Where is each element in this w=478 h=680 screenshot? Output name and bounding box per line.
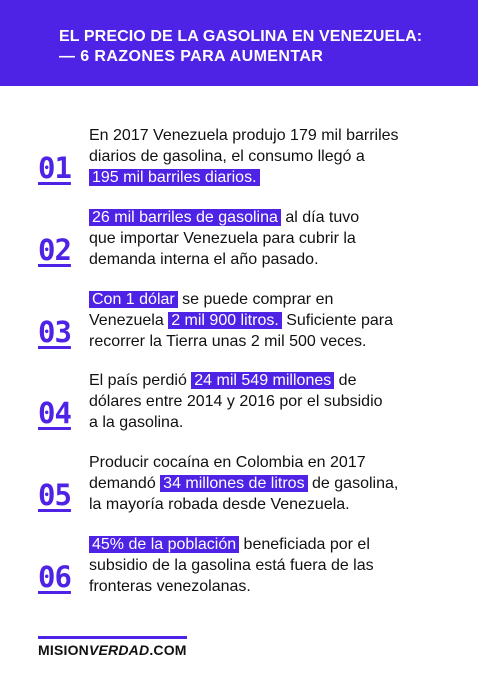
reason-text: En 2017 Venezuela produjo 179 mil barril… [89, 127, 399, 186]
brand-footer: MISIONVERDAD.COM [38, 636, 187, 658]
reason-number: 02 [38, 233, 72, 267]
highlight: 195 mil barriles diarios. [89, 169, 260, 186]
reason-number: 06 [38, 560, 72, 594]
highlight: 26 mil barriles de gasolina [89, 209, 281, 226]
reason-text: Producir cocaína en Colombia en 2017 dem… [89, 454, 399, 513]
highlight: 24 mil 549 millones [191, 372, 335, 389]
header-subtitle: — 6 RAZONES PARA AUMENTAR [59, 48, 324, 65]
highlight: Con 1 dólar [89, 291, 178, 308]
header-banner: EL PRECIO DE LA GASOLINA EN VENEZUELA: —… [0, 0, 478, 86]
reason-number: 05 [38, 478, 72, 512]
reason-text: 26 mil barriles de gasolina al día tuvo … [89, 209, 360, 268]
reason-number: 03 [38, 315, 72, 349]
highlight: 45% de la población [89, 536, 240, 553]
reason-text: Con 1 dólar se puede comprar en Venezuel… [89, 291, 393, 350]
highlight: 2 mil 900 litros. [168, 312, 282, 329]
highlight: 34 millones de litros [160, 475, 308, 492]
header-title: EL PRECIO DE LA GASOLINA EN VENEZUELA: [59, 28, 423, 45]
reason-text: El país perdió 24 mil 549 millones de dó… [89, 372, 383, 431]
reason-number: 01 [38, 151, 72, 185]
reason-number: 04 [38, 396, 72, 430]
reason-text: 45% de la población beneficiada por el s… [89, 536, 374, 595]
